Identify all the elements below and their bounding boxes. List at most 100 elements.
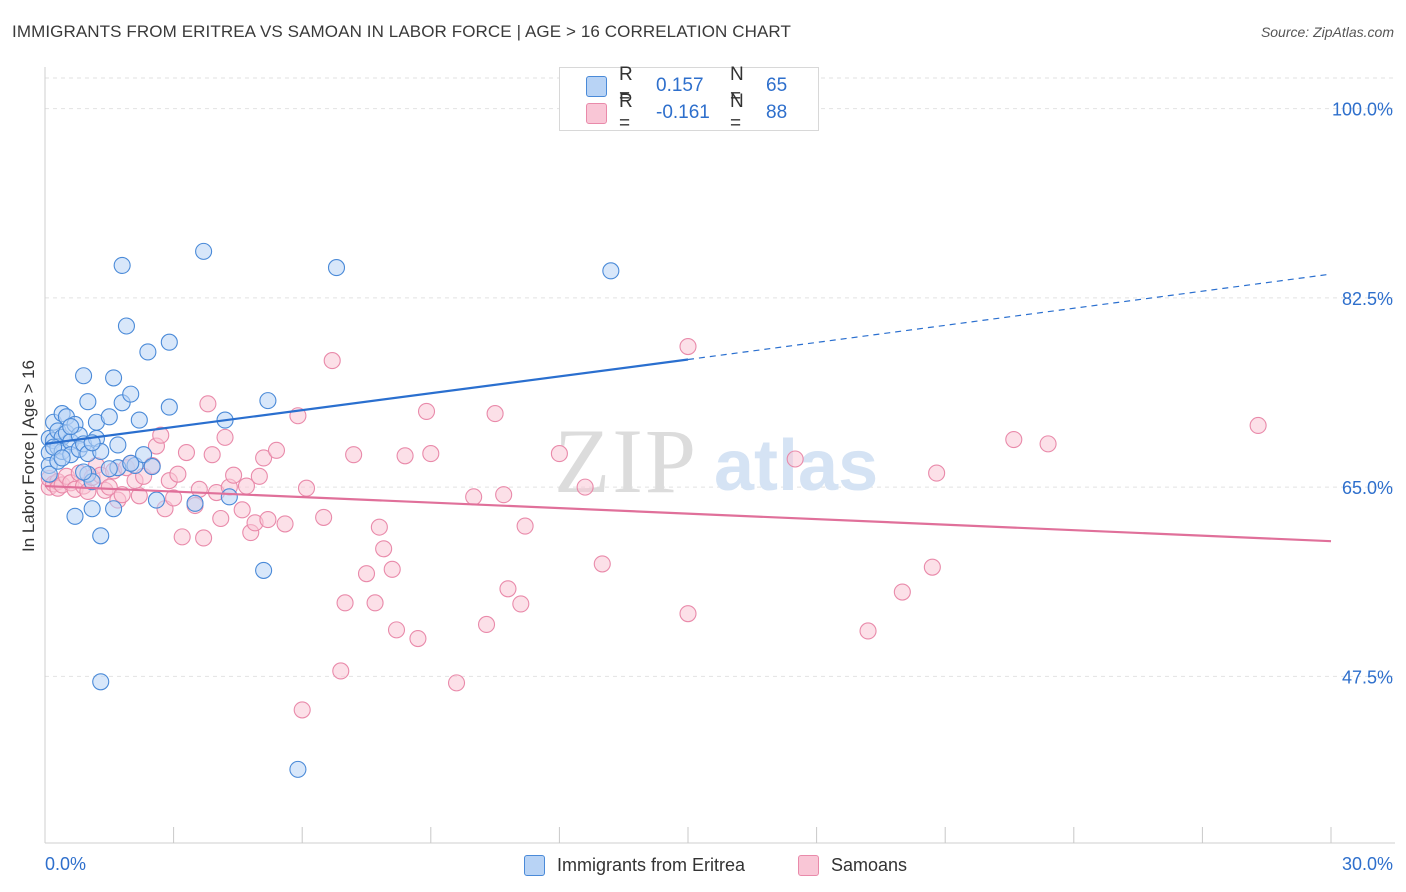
samoans-point [1005, 430, 1023, 449]
legend-r-label: R = [619, 91, 633, 134]
samoans-point [928, 464, 946, 482]
tick-labels: 47.5% 65.0% 82.5% 100.0% 0.0% 30.0% [45, 100, 1393, 874]
eritrea-point [79, 393, 97, 411]
eritrea-point [255, 561, 273, 579]
samoans-point [293, 701, 311, 719]
eritrea-point [143, 458, 161, 476]
eritrea-trend-line [44, 358, 689, 445]
legend-label-eritrea: Immigrants from Eritrea [557, 854, 746, 875]
samoans-point [417, 402, 436, 420]
samoans-point [495, 486, 513, 504]
legend-swatch-eritrea [586, 76, 607, 97]
samoans-point [113, 486, 131, 504]
eritrea-point [289, 760, 307, 778]
samoans-point [512, 595, 530, 613]
samoans-point [679, 337, 697, 356]
eritrea-point [62, 418, 80, 436]
eritrea-point [40, 465, 58, 483]
eritrea-point [92, 673, 110, 691]
eritrea-point [53, 449, 71, 467]
samoans-point [477, 615, 496, 634]
samoans-point [315, 508, 333, 526]
samoans-point [550, 445, 568, 463]
samoans-point [422, 445, 440, 463]
samoans-point [297, 479, 316, 497]
samoans-point [336, 594, 354, 612]
samoans-point [499, 580, 517, 598]
legend-r-value: 0.157 [656, 75, 704, 96]
legend-item-samoans: Samoans [798, 852, 907, 878]
samoans-point [679, 605, 697, 623]
samoans-point [323, 352, 341, 370]
samoans-point [152, 426, 170, 444]
y-tick-label: 82.5% [1342, 289, 1393, 309]
eritrea-point [75, 367, 93, 385]
samoans-point [130, 487, 148, 505]
samoans-point [225, 466, 243, 484]
legend-n-value: 65 [766, 75, 788, 96]
samoans-point [447, 674, 466, 692]
samoans-point [859, 622, 877, 640]
samoans-point [366, 594, 384, 612]
eritrea-point [186, 494, 204, 512]
eritrea-point [113, 256, 131, 274]
samoans-point [593, 555, 611, 573]
eritrea-point [220, 488, 238, 506]
eritrea-point [139, 343, 157, 361]
samoans-point [190, 480, 208, 498]
samoans-point [250, 467, 268, 485]
eritrea-point [602, 262, 620, 280]
x-tick-label: 0.0% [45, 854, 86, 874]
samoans-point [1039, 435, 1057, 453]
samoans-point [1249, 416, 1267, 435]
samoans-point [199, 395, 217, 413]
eritrea-point [147, 491, 166, 509]
x-tick-label: 30.0% [1342, 854, 1393, 874]
eritrea-point [105, 369, 123, 387]
samoans-point [165, 489, 183, 507]
source-label: Source: ZipAtlas.com [1260, 24, 1394, 40]
samoans-point [203, 446, 221, 464]
samoans-point [370, 518, 388, 536]
samoans-point [233, 501, 251, 519]
eritrea-point [117, 317, 135, 335]
samoans-point [345, 446, 363, 464]
legend-r-value: -0.161 [656, 102, 710, 123]
samoans-point [387, 621, 406, 639]
samoans-point [212, 509, 230, 528]
series-legend: Immigrants from Eritrea Samoans [0, 852, 1406, 878]
samoans-point [923, 558, 941, 576]
samoans-point [893, 583, 911, 601]
samoans-point [267, 441, 286, 459]
legend-swatch-samoans [798, 854, 819, 876]
samoans-point [357, 565, 376, 583]
eritrea-point [109, 436, 127, 454]
correlation-legend: R = 0.157 N = 65 R = -0.161 N = 88 [559, 64, 819, 134]
samoans-point [516, 517, 534, 535]
samoans-point [383, 560, 401, 578]
eritrea-point [327, 259, 346, 277]
eritrea-point [75, 463, 93, 481]
eritrea-point [160, 333, 178, 351]
chart-title: IMMIGRANTS FROM ERITREA VS SAMOAN IN LAB… [12, 22, 791, 41]
legend-label-samoans: Samoans [831, 854, 908, 875]
eritrea-point [66, 507, 84, 525]
eritrea-trend-extension [687, 273, 1332, 361]
eritrea-point [83, 500, 101, 518]
eritrea-point [100, 408, 118, 426]
legend-swatch-eritrea [524, 854, 545, 876]
samoans-point [177, 443, 196, 462]
legend-swatch-samoans [586, 103, 607, 124]
samoans-points [40, 337, 1267, 719]
samoans-point [396, 447, 414, 465]
samoans-point [216, 428, 234, 446]
eritrea-points [40, 242, 620, 778]
eritrea-point [195, 242, 213, 260]
legend-item-eritrea: Immigrants from Eritrea [524, 852, 745, 878]
samoans-point [195, 529, 213, 547]
samoans-point [100, 478, 118, 496]
trend-lines [44, 273, 1332, 543]
samoans-point [255, 449, 273, 467]
samoans-point [259, 511, 277, 529]
